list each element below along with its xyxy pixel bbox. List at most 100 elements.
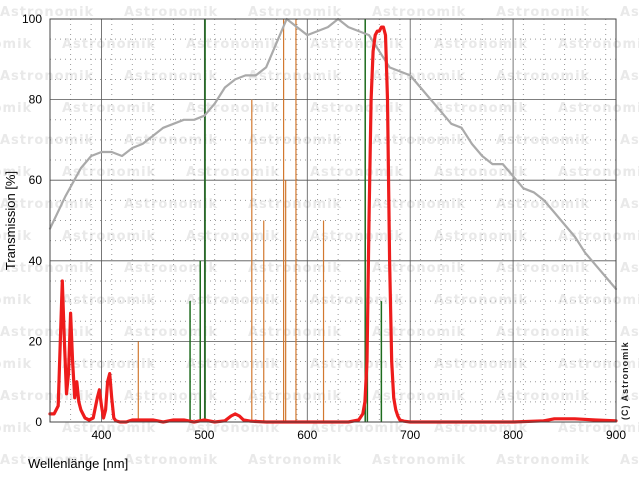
watermark-text: Astronomik (496, 389, 590, 404)
watermark-text: Astronomik (124, 453, 218, 468)
y-tick-label: 60 (29, 173, 43, 187)
watermark-text: Astronomik (62, 357, 156, 372)
watermark-text: Astronomik (0, 325, 94, 340)
watermark-text: Astronomik (620, 5, 639, 20)
copyright-label: (C) Astronomik (620, 341, 630, 420)
watermark-text: Astronomik (186, 421, 280, 436)
filter-curve (48, 25, 618, 424)
watermark-text: Astronomik (558, 421, 639, 436)
watermark-text: Astronomik (0, 261, 94, 276)
watermark-text: Astronomik (558, 293, 639, 308)
watermark-text: Astronomik (620, 453, 639, 468)
watermark-text: Astronomik (558, 165, 639, 180)
watermark-text: Astronomik (186, 357, 280, 372)
watermark-text: Astronomik (372, 5, 466, 20)
watermark-text: Astronomik (372, 197, 466, 212)
watermark-text: Astronomik (496, 325, 590, 340)
watermark-text: Astronomik (620, 133, 639, 148)
watermark-text: Astronomik (496, 5, 590, 20)
x-axis-title: Wellenlänge [nm] (28, 456, 128, 471)
watermark-text: Astronomik (310, 293, 404, 308)
watermark-text: Astronomik (372, 325, 466, 340)
watermark-text: Astronomik (62, 37, 156, 52)
x-tick-labels: 400 500 600 700 800 900 (91, 428, 626, 442)
watermark-text: Astronomik (558, 357, 639, 372)
watermark-text: Astronomik (248, 133, 342, 148)
watermark-text: Astronomik (0, 197, 94, 212)
emission-lines (137, 19, 383, 422)
watermark-text: Astronomik (310, 357, 404, 372)
watermark-text: Astronomik (372, 453, 466, 468)
x-tick-label: 700 (400, 428, 420, 442)
watermark-text: Astronomik (248, 325, 342, 340)
x-tick-label: 400 (91, 428, 111, 442)
watermark-text: Astronomik (496, 261, 590, 276)
watermark-text: Astronomik (0, 101, 32, 116)
watermark-text: Astronomik (434, 293, 528, 308)
watermark-text: Astronomik (62, 293, 156, 308)
watermark-text: Astronomik (372, 389, 466, 404)
y-tick-label: 100 (22, 12, 42, 26)
watermark-text: Astronomik (0, 229, 32, 244)
watermark-text: Astronomik (372, 133, 466, 148)
watermark-text: Astronomik (248, 453, 342, 468)
watermark-text: Astronomik (248, 261, 342, 276)
watermark-text: Astronomik (434, 357, 528, 372)
watermark-text: Astronomik (496, 133, 590, 148)
watermark-text: Astronomik (186, 229, 280, 244)
y-tick-labels: 0 20 40 60 80 100 (22, 12, 42, 429)
x-tick-label: 900 (606, 428, 626, 442)
watermark-text: Astronomik (124, 197, 218, 212)
watermark-text: Astronomik (0, 357, 32, 372)
watermark-text: Astronomik (620, 325, 639, 340)
x-tick-label: 800 (503, 428, 523, 442)
watermark-text: Astronomik (0, 389, 94, 404)
watermark-text: Astronomik (62, 165, 156, 180)
watermark-text: Astronomik (124, 389, 218, 404)
sensitivity-curve (48, 17, 618, 291)
watermark-text: Astronomik (0, 453, 94, 468)
watermark-text: Astronomik (310, 101, 404, 116)
watermark-layer: Astronomik Astronomik Astronomik Astronomik… (0, 5, 639, 468)
watermark-text: Astronomik (310, 421, 404, 436)
watermark-text: Astronomik (372, 69, 466, 84)
watermark-text: Astronomik (62, 421, 156, 436)
watermark-text: Astronomik (310, 229, 404, 244)
watermark-text: Astronomik (124, 325, 218, 340)
minor-grid (50, 19, 616, 422)
watermark-text: Astronomik (558, 37, 639, 52)
watermark-text: Astronomik (372, 261, 466, 276)
watermark-text: Astronomik (0, 5, 94, 20)
watermark-text: Astronomik (434, 421, 528, 436)
watermark-text: Astronomik (62, 101, 156, 116)
watermark-text: Astronomik (310, 165, 404, 180)
watermark-text: Astronomik (0, 293, 32, 308)
y-tick-label: 40 (29, 254, 43, 268)
watermark-text: Astronomik (620, 389, 639, 404)
watermark-text: Astronomik (310, 37, 404, 52)
watermark-text: Astronomik (496, 453, 590, 468)
y-tick-label: 20 (29, 334, 43, 348)
watermark-text: Astronomik (124, 69, 218, 84)
watermark-text: Astronomik (434, 229, 528, 244)
watermark-text: Astronomik (248, 5, 342, 20)
watermark-text: Astronomik (248, 389, 342, 404)
watermark-text: Astronomik (248, 69, 342, 84)
watermark-text: Astronomik (620, 197, 639, 212)
watermark-text: Astronomik (434, 37, 528, 52)
watermark-text: Astronomik (124, 5, 218, 20)
watermark-text: Astronomik (0, 69, 94, 84)
y-tick-label: 0 (35, 415, 42, 429)
watermark-text: Astronomik (496, 69, 590, 84)
plot-frame (49, 18, 617, 423)
watermark-text: Astronomik (186, 165, 280, 180)
watermark-text: Astronomik (248, 197, 342, 212)
watermark-text: Astronomik (0, 421, 32, 436)
watermark-text: Astronomik (62, 229, 156, 244)
watermark-text: Astronomik (186, 37, 280, 52)
watermark-text: Astronomik (0, 133, 94, 148)
watermark-text: Astronomik (620, 261, 639, 276)
x-tick-label: 600 (297, 428, 317, 442)
watermark-text: Astronomik (620, 69, 639, 84)
